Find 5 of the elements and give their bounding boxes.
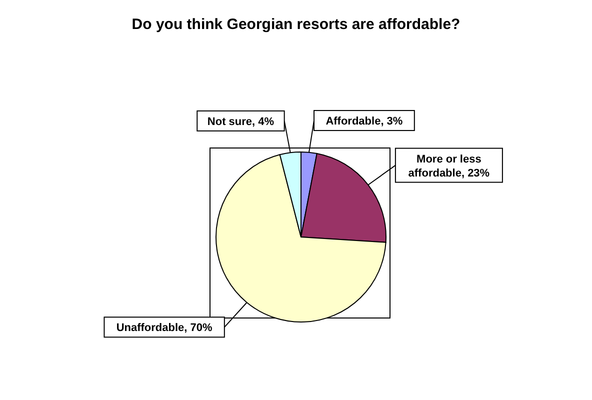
slice-label: Not sure, 4% bbox=[207, 116, 274, 128]
slice-label: Affordable, 3% bbox=[326, 116, 403, 128]
chart-title: Do you think Georgian resorts are affordable? bbox=[130, 16, 462, 33]
slice-label: Unaffordable, 70% bbox=[116, 322, 213, 334]
slice-label: More or less affordable, 23% bbox=[408, 153, 490, 180]
